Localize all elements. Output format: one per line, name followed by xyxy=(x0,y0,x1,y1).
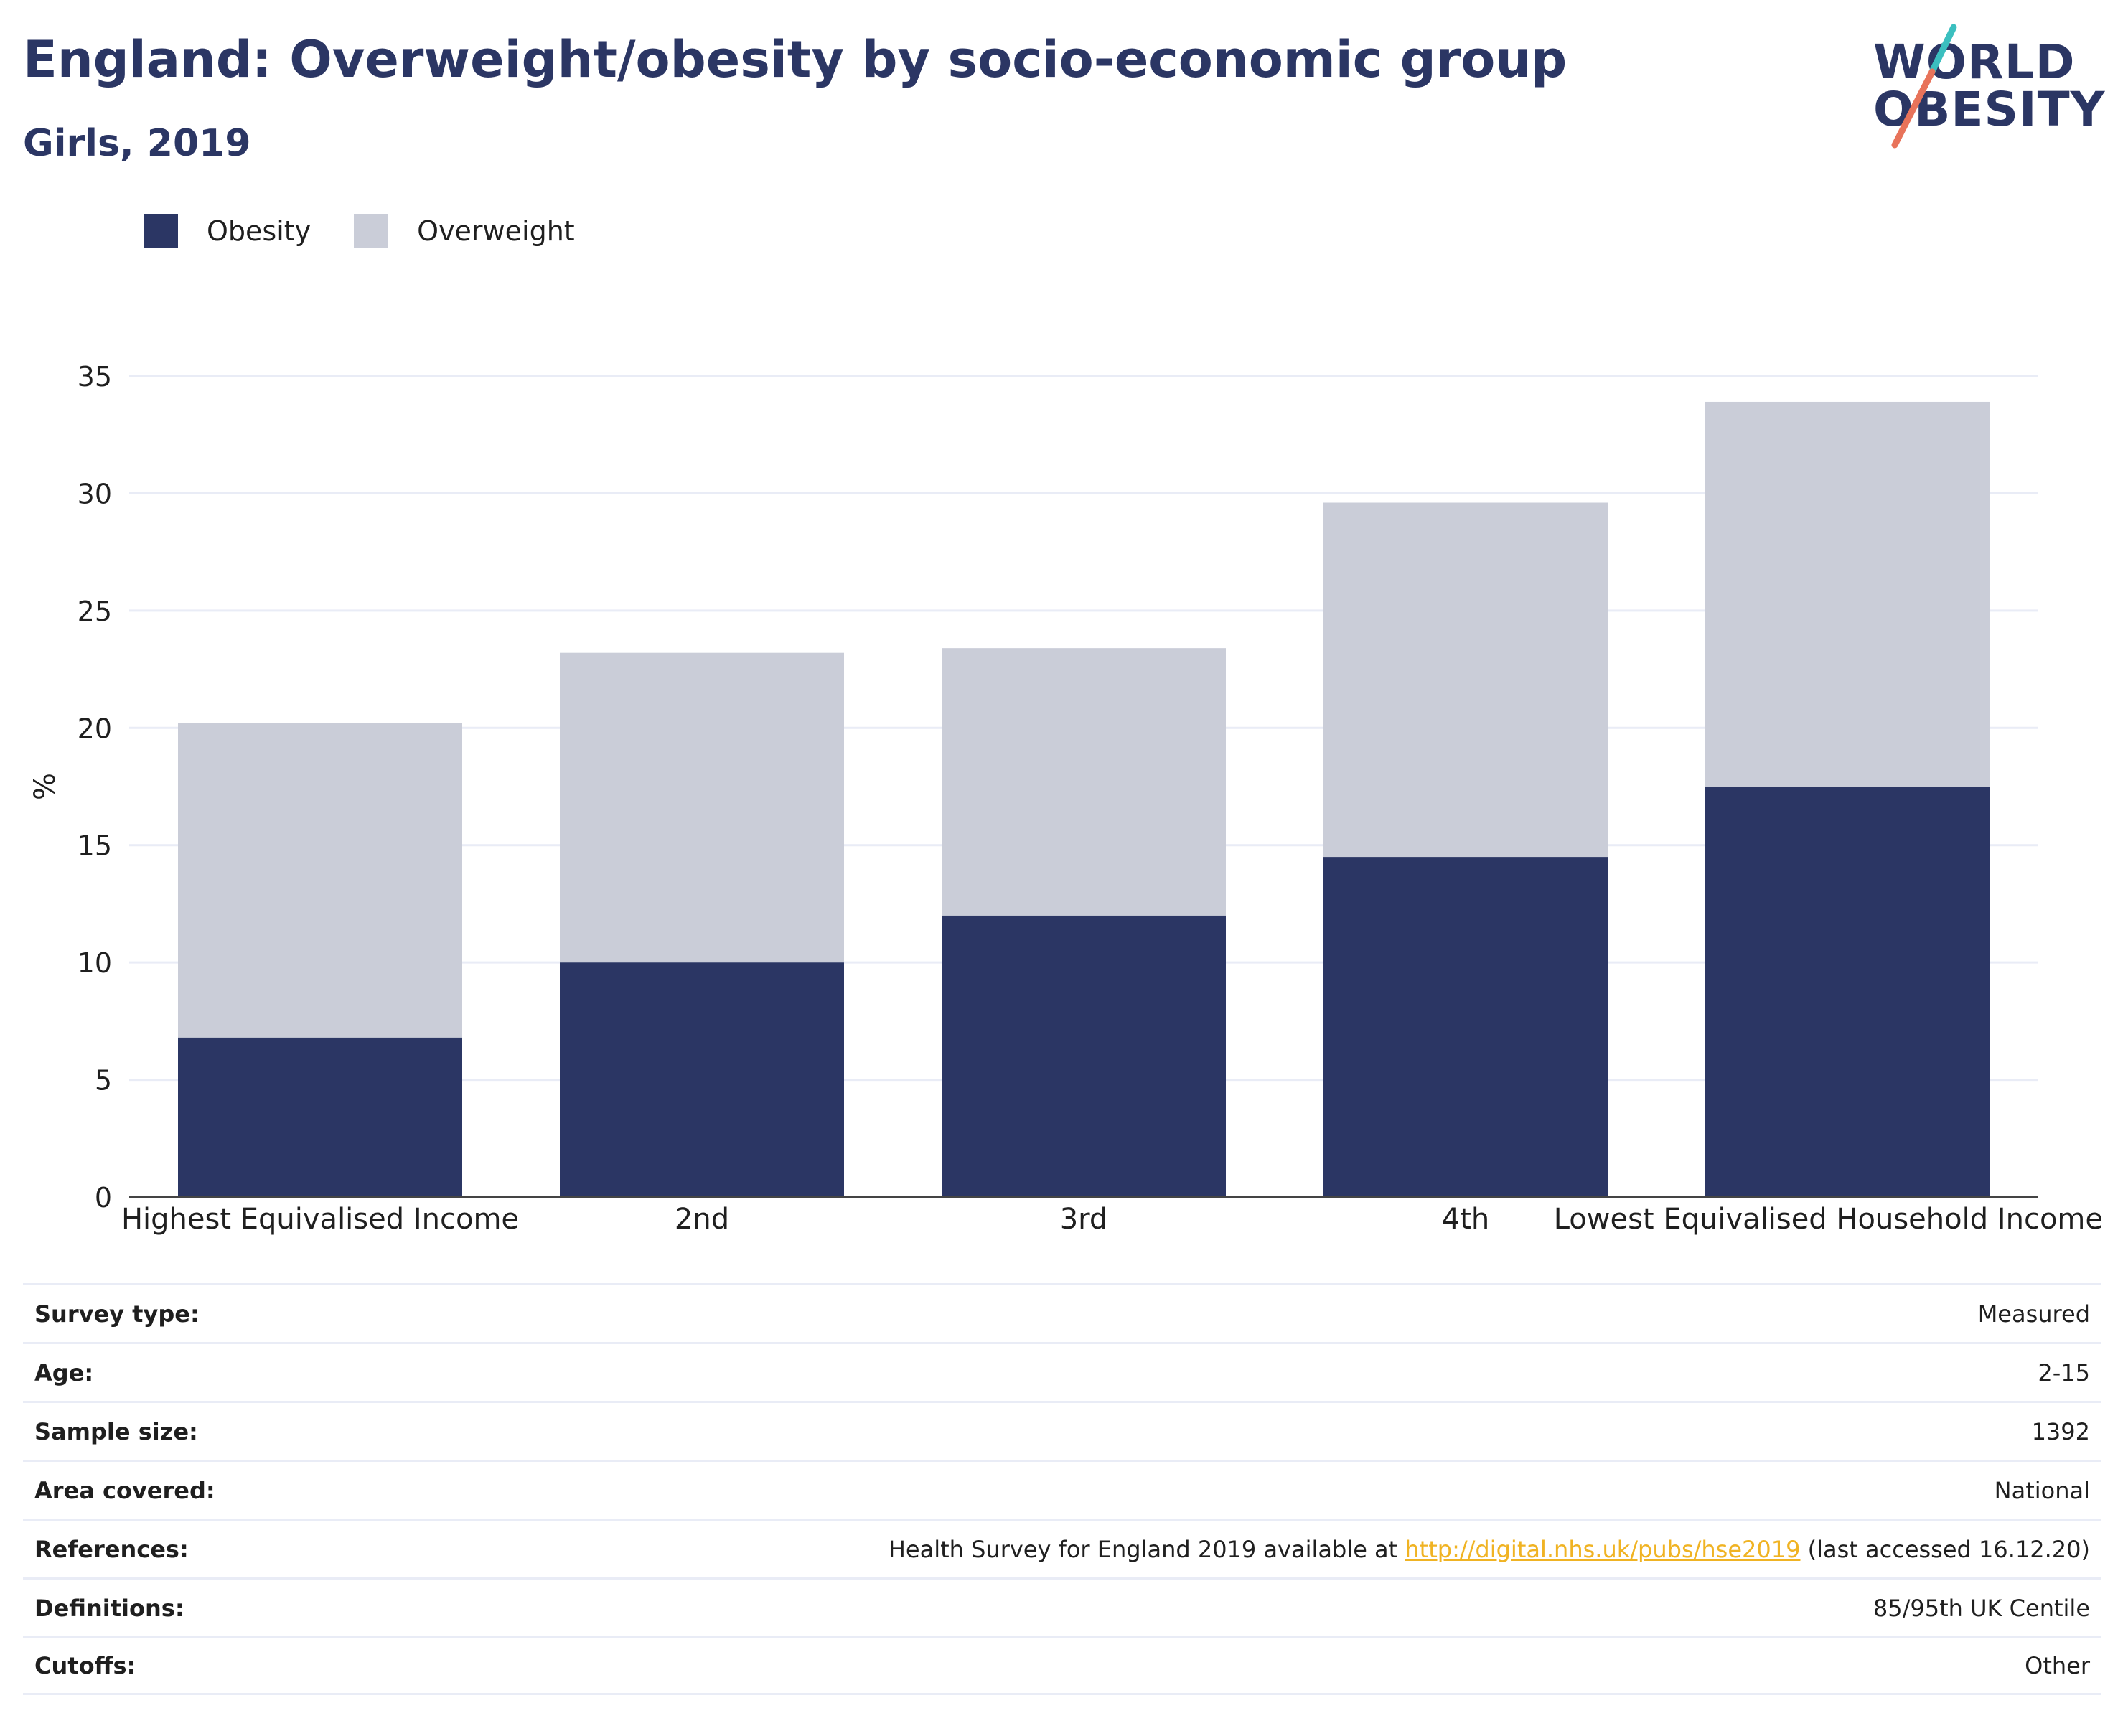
bar-obesity xyxy=(178,1037,462,1197)
info-row-area-covered: Area covered: National xyxy=(23,1460,2101,1519)
legend-label-overweight: Overweight xyxy=(417,215,575,247)
y-tick-label: 15 xyxy=(78,830,112,862)
info-value: 85/95th UK Centile xyxy=(1873,1594,2090,1622)
legend-label-obesity: Obesity xyxy=(207,215,311,247)
y-tick-label: 5 xyxy=(95,1065,112,1097)
reference-prefix: Health Survey for England 2019 available… xyxy=(888,1535,1405,1563)
bar-overweight xyxy=(560,652,844,963)
y-tick-label: 20 xyxy=(78,713,112,744)
y-tick-label: 30 xyxy=(78,478,112,510)
reference-suffix: (last accessed 16.12.20) xyxy=(1800,1535,2090,1563)
x-tick-label: 2nd xyxy=(675,1203,729,1236)
info-row-references: References: Health Survey for England 20… xyxy=(23,1519,2101,1577)
bar-obesity xyxy=(942,915,1226,1197)
info-row-survey-type: Survey type: Measured xyxy=(23,1283,2101,1342)
info-key: Definitions: xyxy=(34,1594,184,1622)
x-tick-label: Lowest Equivalised Household Income xyxy=(1554,1203,2103,1236)
info-row-age: Age: 2-15 xyxy=(23,1342,2101,1401)
legend-swatch-obesity xyxy=(144,214,178,248)
logo-text-world: WORLD xyxy=(1873,34,2076,90)
bar-obesity xyxy=(560,962,844,1197)
x-tick-label: 3rd xyxy=(1060,1203,1108,1236)
x-tick-label: 4th xyxy=(1442,1203,1489,1236)
logo-slash-icon xyxy=(1891,24,1957,149)
info-key: Cutoffs: xyxy=(34,1652,136,1679)
legend-item-overweight[interactable]: Overweight xyxy=(354,214,575,248)
info-value: Measured xyxy=(1977,1300,2090,1328)
reference-link[interactable]: http://digital.nhs.uk/pubs/hse2019 xyxy=(1405,1535,1801,1563)
info-key: Age: xyxy=(34,1359,94,1387)
bar-chart: 0 5 10 15 20 25 30 35% Highest Equivalised Incom… xyxy=(29,361,2103,1236)
chart-legend: Obesity Overweight xyxy=(144,214,618,248)
y-tick-label: 0 xyxy=(95,1182,112,1214)
info-value: Health Survey for England 2019 available… xyxy=(889,1536,2090,1563)
info-row-definitions: Definitions: 85/95th UK Centile xyxy=(23,1577,2101,1636)
y-axis-label: % xyxy=(29,773,62,800)
info-value: 1392 xyxy=(2031,1417,2090,1445)
info-table: Survey type: Measured Age: 2-15 Sample s… xyxy=(23,1283,2101,1695)
info-value: Other xyxy=(2025,1652,2090,1679)
chart-title: England: Overweight/obesity by socio-eco… xyxy=(23,30,1567,89)
bar-overweight xyxy=(1323,502,1608,858)
bar-obesity xyxy=(1705,787,1990,1197)
bar-overweight xyxy=(942,648,1226,916)
bar-overweight xyxy=(178,723,462,1038)
info-value: 2-15 xyxy=(2038,1359,2090,1387)
world-obesity-logo: WORLD OBESITY xyxy=(1873,22,2110,151)
chart-subtitle: Girls, 2019 xyxy=(23,122,251,165)
info-value: National xyxy=(1994,1476,2090,1504)
info-key: Survey type: xyxy=(34,1300,200,1328)
info-key: Sample size: xyxy=(34,1417,198,1445)
info-key: Area covered: xyxy=(34,1476,215,1504)
x-tick-label: Highest Equivalised Income xyxy=(121,1203,519,1236)
y-tick-label: 25 xyxy=(78,596,112,627)
legend-item-obesity[interactable]: Obesity xyxy=(144,214,311,248)
bar-overweight xyxy=(1705,401,1990,787)
info-key: References: xyxy=(34,1535,189,1563)
y-tick-label: 10 xyxy=(78,947,112,979)
legend-swatch-overweight xyxy=(354,214,389,248)
info-row-sample-size: Sample size: 1392 xyxy=(23,1401,2101,1460)
y-tick-label: 35 xyxy=(78,361,112,393)
bar-obesity xyxy=(1323,857,1608,1197)
info-row-cutoffs: Cutoffs: Other xyxy=(23,1636,2101,1695)
